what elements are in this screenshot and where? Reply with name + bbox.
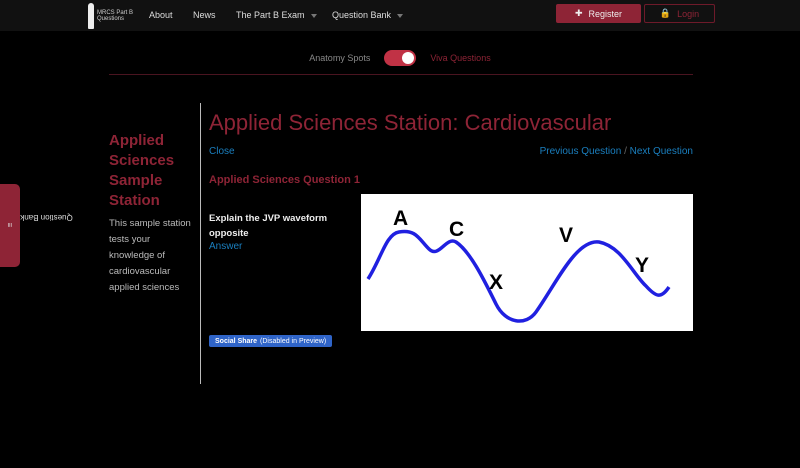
login-label: Login (677, 8, 700, 19)
previous-question-link[interactable]: Previous Question (539, 146, 622, 157)
lock-icon: 🔒 (659, 8, 672, 18)
logo-text: MRCS Part B Questions (97, 10, 134, 22)
nav-label: Question Bank (332, 10, 392, 20)
chevron-down-icon (310, 13, 317, 18)
label-y: Y (635, 254, 649, 277)
question-bank-tab-label: ≡ Question Bank (5, 212, 73, 228)
register-label: Register (588, 8, 623, 19)
question-text: Explain the JVP waveform opposite (209, 213, 328, 239)
mode-toggle[interactable] (384, 50, 417, 66)
next-question-link[interactable]: Next Question (629, 146, 693, 157)
label-v: V (559, 224, 573, 247)
answer-link[interactable]: Answer (209, 241, 243, 252)
divider (109, 74, 693, 75)
toggle-knob (402, 52, 415, 64)
tab-text: Question Bank (20, 212, 73, 222)
logo[interactable]: MRCS Part B Questions (88, 3, 137, 29)
social-share-button[interactable]: Social Share (Disabled in Preview) (209, 335, 333, 347)
register-button[interactable]: ✚ Register (556, 4, 641, 23)
viva-questions-label[interactable]: Viva Questions (430, 53, 491, 63)
separator: / (624, 146, 627, 157)
label-x: X (489, 271, 503, 294)
user-plus-icon: ✚ (574, 8, 583, 18)
scalpel-icon (88, 3, 94, 29)
close-link[interactable]: Close (209, 146, 235, 157)
label-a: A (393, 207, 408, 230)
question-heading: Applied Sciences Question 1 (209, 174, 360, 186)
chevron-down-icon (397, 13, 404, 18)
nav-label: The Part B Exam (236, 10, 305, 20)
anatomy-spots-label[interactable]: Anatomy Spots (309, 53, 371, 63)
sidebar-description: This sample station tests your knowledge… (109, 218, 191, 293)
label-c: C (449, 218, 464, 241)
share-label: Social Share (215, 337, 258, 345)
waveform-line (366, 229, 671, 323)
jvp-waveform-image: A C X V Y (361, 194, 693, 331)
nav-news[interactable]: News (193, 10, 216, 20)
nav-question-bank[interactable]: Question Bank (332, 10, 404, 20)
question-nav: Previous Question / Next Question (540, 146, 693, 157)
share-note: (Disabled in Preview) (260, 337, 327, 345)
question-bank-tab[interactable]: ≡ Question Bank (0, 184, 73, 267)
mode-toggle-row: Anatomy Spots Viva Questions (0, 50, 800, 66)
login-button[interactable]: 🔒 Login (644, 4, 715, 23)
vertical-divider (200, 103, 201, 384)
sidebar-title: Applied Sciences Sample Station (109, 132, 175, 209)
navbar: MRCS Part B Questions About News The Par… (0, 0, 800, 31)
nav-about[interactable]: About (149, 10, 173, 20)
page-title: Applied Sciences Station: Cardiovascular (209, 110, 612, 135)
nav-part-b-exam[interactable]: The Part B Exam (236, 10, 317, 20)
